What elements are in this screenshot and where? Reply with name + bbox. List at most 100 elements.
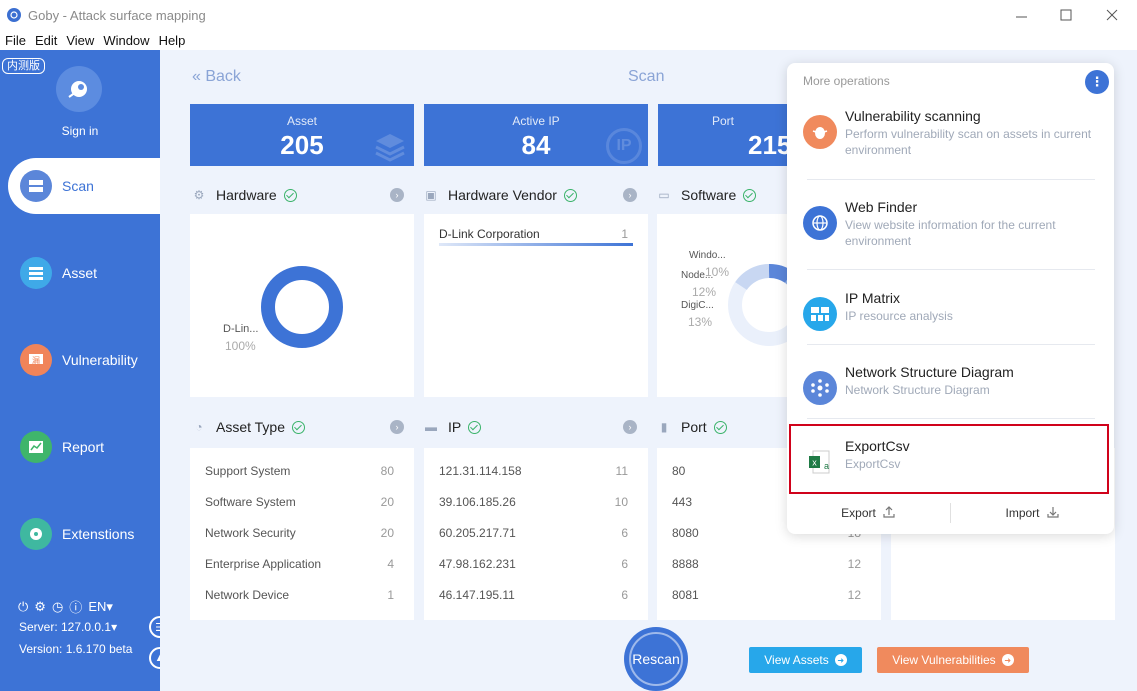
stat-label: Port: [711, 114, 734, 128]
op-desc: View website information for the current…: [845, 218, 1056, 248]
language-select[interactable]: EN▾: [88, 598, 113, 614]
donut-pct: 100%: [225, 339, 256, 353]
list-item[interactable]: Network Security 20: [205, 526, 394, 540]
hardware-vendor-header: ▣ Hardware Vendor: [424, 185, 577, 205]
check-icon: [292, 420, 306, 434]
menu-help[interactable]: Help: [158, 32, 186, 48]
asset-type-more-icon[interactable]: ›: [390, 420, 404, 434]
sign-in-link[interactable]: Sign in: [61, 124, 99, 138]
menu-edit[interactable]: Edit: [34, 32, 58, 48]
slice-label: DigiC...: [681, 300, 714, 311]
op-desc: IP resource analysis: [845, 309, 953, 323]
clock-icon[interactable]: ◷: [51, 598, 64, 614]
list-item[interactable]: Network Device 1: [205, 588, 394, 602]
sidebar-item-asset[interactable]: Asset: [0, 245, 160, 301]
server-select[interactable]: Server: 127.0.0.1▾: [19, 620, 118, 634]
hardware-vendor-more-icon[interactable]: ›: [623, 188, 637, 202]
back-button[interactable]: « Back: [192, 68, 241, 85]
power-icon[interactable]: ⏻: [18, 598, 29, 614]
bug-icon: [803, 115, 837, 149]
panel-title: Hardware Vendor: [448, 187, 557, 203]
popup-title: More operations: [803, 74, 890, 88]
list-item[interactable]: 8081 12: [672, 588, 861, 602]
ip-icon: IP: [606, 128, 642, 164]
divider: [807, 344, 1095, 345]
menu-view[interactable]: View: [66, 32, 95, 48]
more-options-icon[interactable]: ⋮: [1085, 70, 1109, 94]
op-desc: Perform vulnerability scan on assets in …: [845, 127, 1092, 157]
sidebar-item-report[interactable]: Report: [0, 419, 160, 475]
rescan-button[interactable]: Rescan: [624, 627, 688, 691]
popup-footer: Export Import: [787, 501, 1114, 525]
divider: [807, 179, 1095, 180]
arrow-right-icon: ➜: [1001, 654, 1014, 666]
list-item[interactable]: 47.98.162.231 6: [439, 557, 628, 571]
op-network-structure-diagram[interactable]: Network Structure Diagram Network Struct…: [803, 351, 1095, 421]
vendor-icon: ▣: [425, 188, 437, 202]
list-item[interactable]: 8888 12: [672, 557, 861, 571]
sidebar-item-vulnerability[interactable]: 漏 Vulnerability: [0, 332, 160, 388]
info-icon[interactable]: ⓘ: [69, 600, 83, 615]
view-vulnerabilities-button[interactable]: View Vulnerabilities ➜: [877, 647, 1029, 673]
panel-title: Asset Type: [216, 419, 286, 435]
port-header: ▮ Port: [657, 417, 727, 437]
hardware-more-icon[interactable]: ›: [390, 188, 404, 202]
list-item[interactable]: Support System 80: [205, 464, 394, 478]
panel-title: Software: [681, 187, 737, 203]
export-button[interactable]: Export: [787, 501, 950, 525]
user-avatar[interactable]: [56, 66, 102, 112]
check-icon: [713, 420, 727, 434]
ip-more-icon[interactable]: ›: [623, 420, 637, 434]
menu-window[interactable]: Window: [103, 32, 150, 48]
menu-file[interactable]: File: [5, 32, 26, 48]
maximize-button[interactable]: [1043, 0, 1089, 30]
op-ip-matrix[interactable]: IP Matrix IP resource analysis: [803, 277, 1095, 347]
globe-icon: [803, 206, 837, 240]
list-item[interactable]: 80: [672, 464, 686, 478]
list-item[interactable]: 39.106.185.26 10: [439, 495, 628, 509]
stat-label: Asset: [286, 114, 317, 128]
op-title: Network Structure Diagram: [845, 364, 1014, 380]
beta-badge: 内测版: [2, 58, 45, 74]
footer-separator: [950, 503, 951, 523]
list-item[interactable]: 443: [672, 495, 693, 509]
panel-title: IP: [448, 419, 462, 435]
matrix-icon: [803, 297, 837, 331]
sidebar-item-scan[interactable]: Scan: [8, 158, 160, 214]
sidebar-item-label: Report: [62, 439, 105, 455]
report-icon: [20, 431, 52, 463]
button-label: View Assets: [764, 653, 829, 667]
op-web-finder[interactable]: Web Finder View website information for …: [803, 186, 1095, 256]
extensions-icon: [20, 518, 52, 550]
settings-icon[interactable]: ⚙: [34, 598, 46, 614]
stat-card-active-ip[interactable]: Active IP 84 IP: [424, 104, 648, 166]
list-item[interactable]: 60.205.217.71 6: [439, 526, 628, 540]
stat-card-asset[interactable]: Asset 205: [190, 104, 414, 166]
goby-logo-icon: [7, 8, 21, 22]
list-item[interactable]: Enterprise Application 4: [205, 557, 394, 571]
minimize-button[interactable]: [999, 0, 1045, 30]
hardware-header: ⚙ Hardware: [192, 185, 297, 205]
list-item[interactable]: Software System 20: [205, 495, 394, 509]
view-assets-button[interactable]: View Assets ➜: [749, 647, 862, 673]
list-item[interactable]: 121.31.114.158 11: [439, 464, 628, 478]
list-item[interactable]: 46.147.195.11 6: [439, 588, 628, 602]
stat-card-port[interactable]: Port 215: [658, 104, 788, 166]
import-button[interactable]: Import: [951, 501, 1114, 525]
slice-pct: 10%: [705, 265, 730, 279]
op-desc: Network Structure Diagram: [845, 383, 990, 397]
hardware-panel: D-Lin... 100%: [190, 214, 414, 397]
pie-icon: ◔: [195, 420, 203, 434]
monitor-icon: ▬: [425, 420, 437, 434]
download-icon: [1046, 505, 1060, 522]
button-label: Import: [1005, 506, 1040, 520]
asset-icon: [20, 257, 52, 289]
sidebar-item-extensions[interactable]: Extenstions: [0, 506, 160, 562]
check-icon: [468, 420, 482, 434]
slice-label: Node...: [681, 270, 714, 281]
close-button[interactable]: [1089, 0, 1135, 30]
donut-label: D-Lin...: [223, 323, 259, 335]
op-vulnerability-scanning[interactable]: Vulnerability scanning Perform vulnerabi…: [803, 95, 1095, 165]
slice-label: Windo...: [689, 250, 726, 261]
